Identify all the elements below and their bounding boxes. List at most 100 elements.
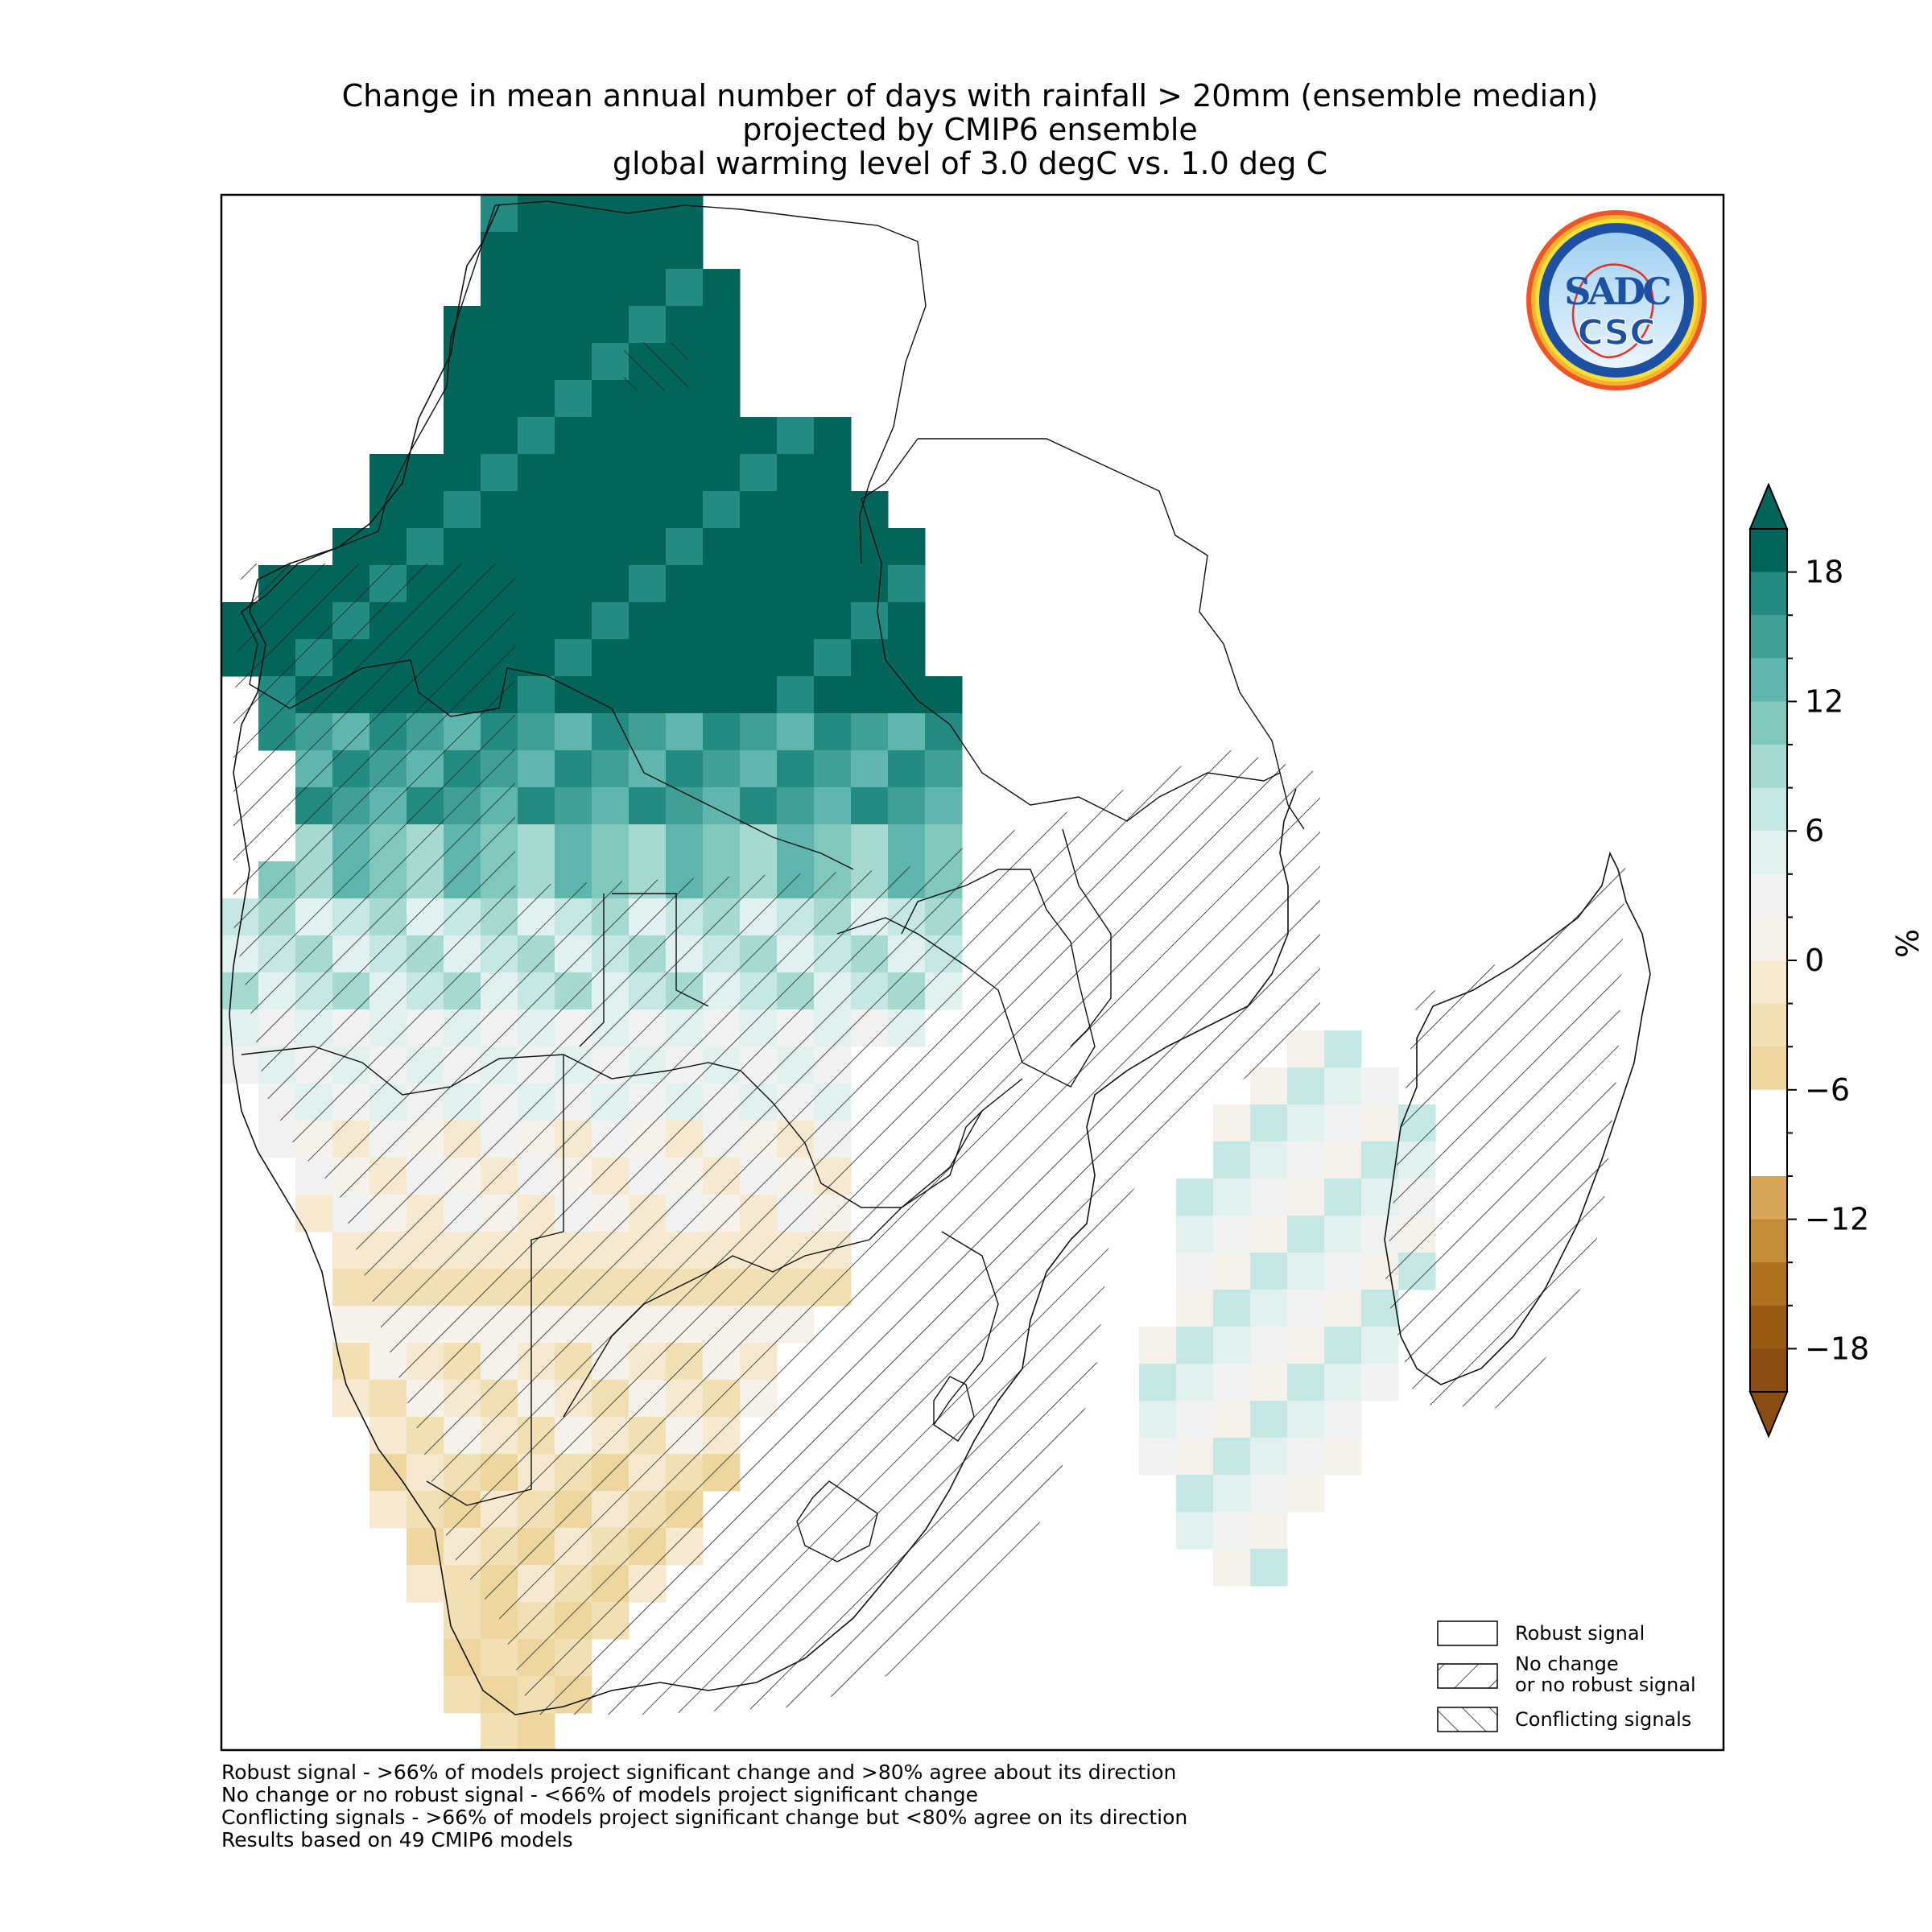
grid-cell [666,565,704,603]
grid-cell [1250,1401,1288,1439]
grid-cell [1250,1475,1288,1513]
grid-cell [629,713,667,751]
footnote-conflicting: Conflicting signals - >66% of models pro… [221,1806,1188,1829]
colorbar-band [1750,1046,1787,1091]
grid-cell [629,565,667,603]
grid-cell [518,306,555,344]
grid-cell [592,639,630,677]
legend-swatch-conflicting [1437,1707,1498,1732]
grid-cell [1176,1475,1214,1513]
grid-cell [666,232,704,270]
grid-cell [481,195,518,233]
grid-cell [814,787,852,825]
grid-cell [1250,1253,1288,1290]
grid-cell [629,528,667,566]
grid-cell [851,491,889,529]
grid-cell [740,639,778,677]
grid-cell [1250,1327,1288,1364]
legend-swatch-robust [1437,1620,1498,1646]
grid-cell [1287,1438,1325,1476]
colorbar-band [1750,615,1787,659]
grid-cell [740,787,778,825]
grid-cell [407,528,444,566]
grid-cell [777,602,815,640]
grid-cell [481,528,518,566]
colorbar-tick-label: 6 [1805,813,1824,848]
grid-cell [888,787,926,825]
legend-label-robust: Robust signal [1515,1622,1645,1645]
grid-cell [1213,1104,1251,1142]
grid-cell [629,602,667,640]
grid-cell [666,676,704,714]
grid-cell [1213,1327,1251,1364]
grid-cell [518,824,555,862]
colorbar-band [1750,745,1787,789]
grid-cell [1213,1364,1251,1402]
grid-cell [481,417,518,455]
grid-cell [740,676,778,714]
grid-cell [740,491,778,529]
grid-cell [1176,1364,1214,1402]
footnote-no-change: No change or no robust signal - <66% of … [221,1783,978,1806]
grid-cell [814,639,852,677]
grid-cell [1176,1438,1214,1476]
grid-cell [1287,1253,1325,1290]
grid-cell [1139,1327,1177,1364]
grid-cell [629,269,667,307]
grid-cell [518,750,555,788]
grid-cell [332,1306,370,1344]
grid-cell [666,713,704,751]
grid-cell [518,380,555,418]
colorbar-band [1750,1089,1787,1133]
grid-cell [1361,1067,1399,1105]
grid-cell [703,269,741,307]
grid-cell [851,602,889,640]
grid-cell [481,454,518,492]
colorbar-band [1750,1003,1787,1047]
grid-cell [1361,1141,1399,1179]
grid-cell [555,269,592,307]
grid-cell [666,454,704,492]
grid-cell [703,565,741,603]
colorbar-band [1750,1133,1787,1177]
grid-cell [518,454,555,492]
grid-cell [629,787,667,825]
grid-cell [703,676,741,714]
grid-cell [851,787,889,825]
grid-cell [703,528,741,566]
grid-cell [888,528,926,566]
grid-cell [481,1713,518,1750]
grid-cell [1361,1327,1399,1364]
legend-label-conflicting: Conflicting signals [1515,1708,1691,1731]
grid-cell [592,195,630,233]
grid-cell [369,454,407,492]
coastline [229,204,1651,1715]
grid-cell [629,824,667,862]
colorbar-band [1750,1348,1787,1393]
grid-cell [592,232,630,270]
grid-cell [518,676,555,714]
grid-cell [1213,1401,1251,1439]
grid-cell [777,824,815,862]
grid-cell [481,491,518,529]
grid-cell [1250,1216,1288,1253]
grid-cell [629,639,667,677]
grid-cell [444,528,481,566]
map-area [221,195,1651,1750]
grid-cell [888,713,926,751]
grid-cell [703,343,741,381]
grid-cell [1287,1067,1325,1105]
grid-cell [518,269,555,307]
grid-cell [518,528,555,566]
legend-label-no-change: No change [1515,1653,1619,1675]
grid-cell [518,787,555,825]
colorbar-extend-bottom [1748,1391,1789,1439]
grid-cell [703,454,741,492]
legend-label-no-change-line-2: or no robust signal [1515,1674,1696,1696]
grid-cell [407,491,444,529]
sadc-csc-logo: SADC CSC [1526,210,1707,390]
grid-cell [1287,1475,1325,1513]
grid-cell [1176,1401,1214,1439]
grid-cell [1176,1179,1214,1216]
grid-cell [777,787,815,825]
